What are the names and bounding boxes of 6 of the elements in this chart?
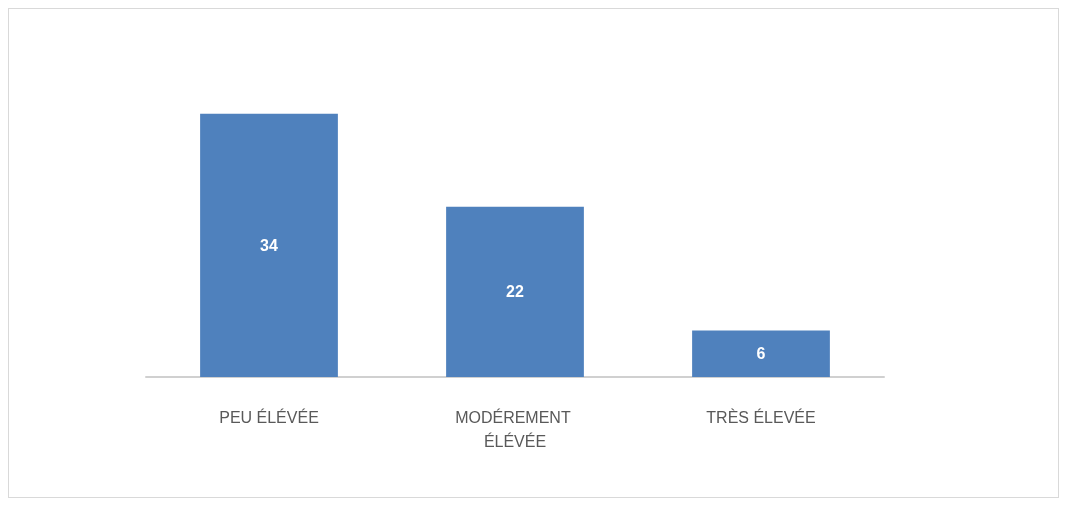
data-label: 6 <box>756 345 766 363</box>
x-tick-label: MODÉREMENT ÉLÉVÉE <box>455 407 575 450</box>
x-tick-label: TRÈS ÉLEVÉE <box>706 407 816 426</box>
data-label: 34 <box>260 236 278 254</box>
x-tick-label: PEU ÉLÉVÉE <box>219 407 319 426</box>
data-label: 22 <box>506 283 524 301</box>
